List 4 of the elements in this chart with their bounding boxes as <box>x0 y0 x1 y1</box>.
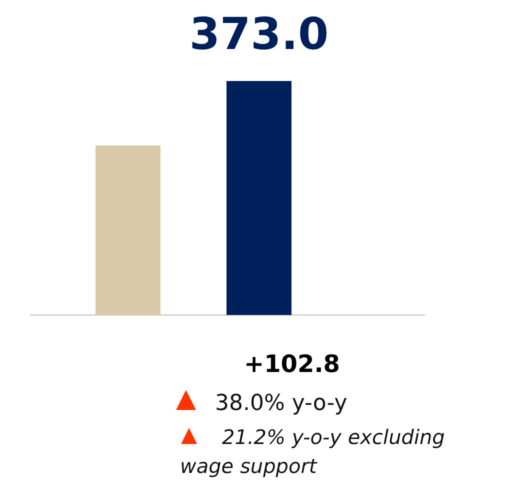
text: 21.2% y-o-y excluding wage support <box>180 425 445 478</box>
text: +102.8 <box>244 350 340 378</box>
text: 38.0% y-o-y <box>215 391 348 416</box>
data-label: 373.0 <box>189 9 329 60</box>
